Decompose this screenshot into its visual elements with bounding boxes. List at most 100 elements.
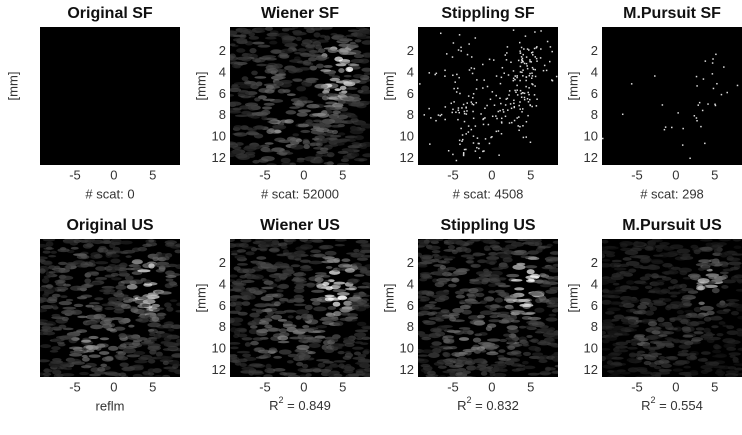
speckle <box>229 274 238 277</box>
speckle <box>610 262 618 267</box>
speckle <box>711 325 718 328</box>
speckle <box>331 125 342 128</box>
speckle <box>134 360 148 364</box>
speckle <box>623 257 632 261</box>
x-axis-label: R2 = 0.832 <box>457 395 519 413</box>
scatterer <box>521 72 523 74</box>
speckle <box>71 310 83 315</box>
scatterer <box>488 124 490 126</box>
speckle <box>317 133 326 136</box>
speckle <box>421 349 434 353</box>
scatterer <box>464 121 466 123</box>
scatterer <box>677 112 679 114</box>
speckle <box>553 357 560 362</box>
speckle <box>39 268 46 273</box>
speckle <box>418 354 429 356</box>
speckle <box>418 265 428 268</box>
scatterer <box>521 111 523 113</box>
speckle <box>552 371 560 374</box>
speckle <box>481 280 488 284</box>
y-tick-label: 2 <box>407 43 414 58</box>
speckle <box>333 321 343 326</box>
speckle <box>325 107 334 110</box>
speckle <box>294 288 305 293</box>
speckle <box>622 322 634 325</box>
speckle <box>494 361 504 363</box>
speckle <box>525 265 537 268</box>
speckle <box>696 314 704 318</box>
x-tick-label: 0 <box>672 167 679 182</box>
speckle <box>124 346 138 349</box>
speckle <box>309 50 320 54</box>
scatterer <box>543 70 545 72</box>
speckle <box>251 247 257 251</box>
speckle <box>90 324 103 329</box>
panel-title: Original US <box>66 217 153 234</box>
speckle <box>542 266 555 269</box>
scatterer <box>436 73 438 75</box>
speckle <box>673 339 680 344</box>
speckle <box>339 47 351 52</box>
scatterer <box>455 112 457 114</box>
scatterer <box>737 85 739 87</box>
speckle <box>296 345 309 350</box>
speckle <box>617 349 629 352</box>
scatterer <box>473 118 475 120</box>
speckle <box>333 302 341 307</box>
scatterer <box>527 68 529 70</box>
scatterer <box>536 98 538 100</box>
speckle <box>658 334 667 337</box>
speckle <box>77 296 87 299</box>
speckle <box>234 266 241 270</box>
scatterer <box>419 83 421 85</box>
speckle <box>171 353 185 358</box>
speckle <box>682 360 690 364</box>
speckle <box>350 129 364 134</box>
speckle <box>345 364 352 369</box>
scatterer <box>535 56 537 58</box>
speckle <box>269 41 277 45</box>
speckle <box>298 67 310 70</box>
speckle <box>332 284 341 289</box>
y-axis-label: [mm] <box>381 284 396 313</box>
panel-title: M.Pursuit US <box>622 217 722 234</box>
speckle <box>255 291 263 295</box>
speckle <box>144 338 151 342</box>
speckle <box>528 323 539 326</box>
speckle <box>357 300 367 305</box>
speckle <box>427 371 436 376</box>
speckle <box>466 294 474 297</box>
speckle <box>480 300 487 304</box>
y-tick-label: 12 <box>212 150 226 165</box>
speckle <box>239 243 249 248</box>
speckle <box>173 363 182 366</box>
speckle <box>226 243 236 248</box>
speckle <box>119 320 128 324</box>
speckle <box>100 337 110 340</box>
speckle <box>279 80 292 84</box>
speckle <box>46 284 53 289</box>
scatterer <box>484 117 486 119</box>
speckle <box>607 307 621 311</box>
speckle <box>661 364 672 369</box>
speckle <box>237 351 250 354</box>
speckle <box>620 243 628 248</box>
speckle <box>48 265 56 269</box>
scatterer <box>501 77 503 79</box>
scatterer <box>501 133 503 135</box>
x-axis-label: R2 = 0.849 <box>269 395 331 413</box>
speckle <box>677 249 690 254</box>
speckle <box>335 88 341 91</box>
speckle <box>460 305 471 309</box>
scatterer <box>483 124 485 126</box>
speckle <box>360 250 373 254</box>
scatterer <box>466 110 468 112</box>
scatterer <box>475 37 477 39</box>
speckle <box>640 354 652 357</box>
speckle <box>237 91 249 96</box>
scatterer <box>509 90 511 92</box>
speckle <box>133 365 144 368</box>
speckle <box>234 255 245 259</box>
speckle <box>273 356 282 359</box>
scatterer <box>525 86 527 88</box>
